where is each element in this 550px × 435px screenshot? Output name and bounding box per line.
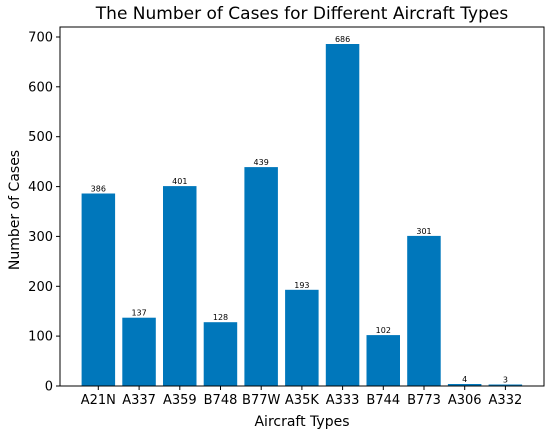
data-label-b744: 102: [376, 326, 391, 335]
data-label-b77w: 439: [254, 158, 269, 167]
x-tick-label: A337: [122, 393, 156, 408]
data-label-a332: 3: [503, 376, 508, 385]
data-label-b773: 301: [416, 227, 431, 236]
bar-b748: [203, 322, 238, 386]
x-tick-label: A35K: [285, 393, 319, 408]
data-label-a337: 137: [131, 309, 146, 318]
bars-group: [81, 44, 523, 386]
y-axis-label: Number of Cases: [7, 150, 23, 270]
y-tick-label: 0: [45, 380, 53, 395]
data-label-a333: 686: [335, 35, 350, 44]
data-labels-group: 386 137 401 128 439 193 686 102 301 4 3: [91, 35, 508, 385]
x-tick-label: A306: [448, 393, 482, 408]
x-axis-ticks: A21N A337 A359 B748 B77W A35K A333 B744 B773 A306…: [81, 386, 523, 408]
x-tick-label: A359: [163, 393, 197, 408]
bar-a337: [122, 317, 156, 386]
chart-title: The Number of Cases for Different Aircra…: [95, 4, 509, 24]
x-tick-label: B744: [366, 393, 400, 408]
bar-a359: [163, 186, 197, 386]
bar-b77w: [244, 167, 278, 386]
bar-a333: [325, 44, 360, 386]
data-label-b748: 128: [213, 313, 228, 322]
y-tick-label: 700: [28, 31, 53, 46]
bar-b744: [366, 335, 400, 386]
y-tick-label: 100: [28, 330, 53, 345]
y-tick-label: 300: [28, 230, 53, 245]
y-tick-label: 400: [28, 180, 53, 195]
data-label-a359: 401: [172, 177, 187, 186]
y-tick-label: 600: [28, 80, 53, 95]
plot-area-frame: [59, 26, 545, 387]
bar-b773: [407, 235, 441, 386]
x-axis-label: Aircraft Types: [254, 414, 349, 430]
y-tick-label: 200: [28, 280, 53, 295]
bar-a35k: [285, 289, 319, 386]
x-tick-label: A333: [326, 393, 360, 408]
x-tick-label: B77W: [242, 393, 280, 408]
bar-a21n: [81, 193, 116, 386]
data-label-a21n: 386: [91, 185, 106, 194]
bar-a306: [447, 384, 482, 386]
y-axis-ticks: 0 100 200 300 400 500 600 700: [28, 31, 60, 395]
bar-a332: [488, 384, 523, 386]
data-label-a306: 4: [462, 375, 467, 384]
x-tick-label: A332: [489, 393, 523, 408]
y-tick-label: 500: [28, 130, 53, 145]
x-tick-label: B773: [407, 393, 441, 408]
x-tick-label: A21N: [81, 393, 116, 408]
x-tick-label: B748: [204, 393, 238, 408]
data-label-a35k: 193: [294, 281, 309, 290]
